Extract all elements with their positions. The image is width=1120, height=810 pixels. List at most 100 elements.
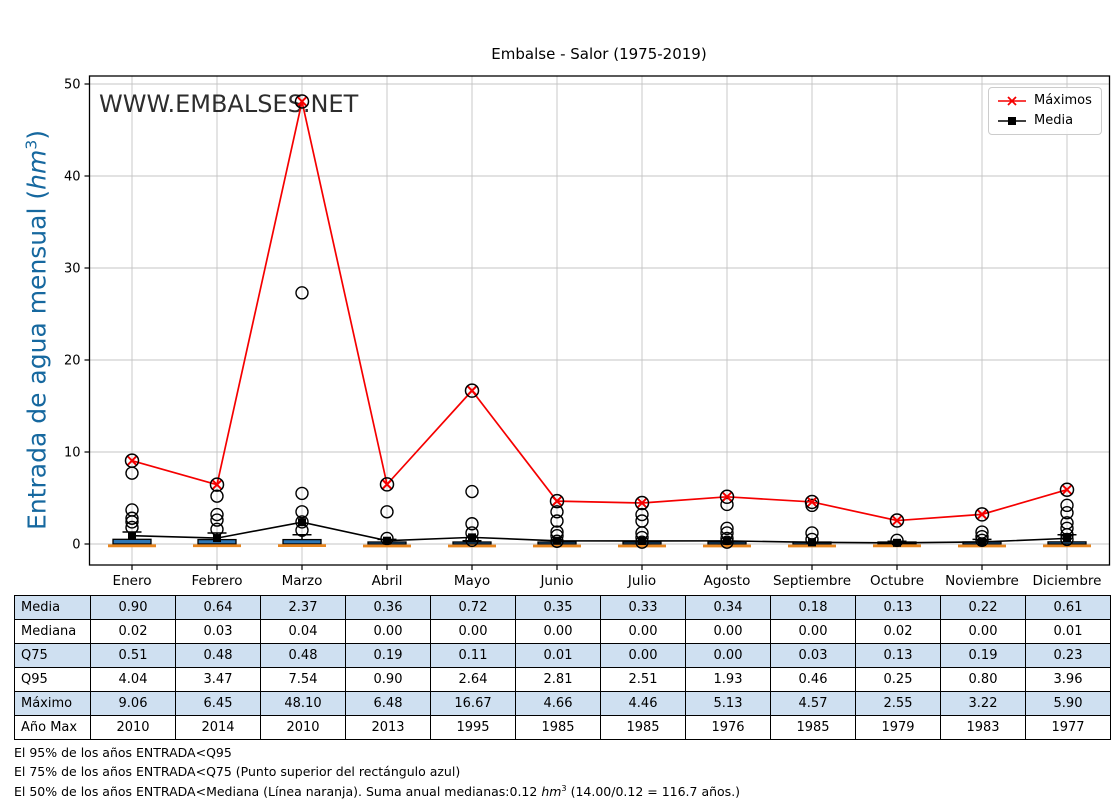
table-cell: 0.00	[600, 643, 686, 668]
table-cell: 4.57	[770, 691, 856, 716]
table-cell: 16.67	[430, 691, 516, 716]
table-cell: 0.90	[90, 595, 176, 620]
maximos-marker-circle	[634, 495, 650, 511]
table-cell: 0.72	[430, 595, 516, 620]
y-tick-label: 50	[64, 78, 81, 93]
outlier-point	[210, 507, 224, 522]
table-cell: 9.06	[90, 691, 176, 716]
outlier-point	[465, 517, 479, 531]
footnote-mediana-tail: (14.00/0.12 = 116.7 años.)	[566, 784, 741, 800]
footnote-mediana-text: El 50% de los años ENTRADA<Mediana (Líne…	[14, 784, 542, 800]
media-marker	[213, 534, 221, 543]
table-cell: 0.48	[260, 643, 346, 668]
table-cell: 0.13	[855, 595, 941, 620]
table-cell: 0.00	[515, 619, 601, 644]
outlier-point	[125, 511, 139, 525]
footnote-mediana: El 50% de los años ENTRADA<Mediana (Líne…	[14, 783, 740, 799]
outlier-point	[1060, 498, 1074, 513]
maximos-marker-circle	[719, 489, 735, 505]
table-cell: 2.37	[260, 595, 346, 620]
table-cell: 0.00	[940, 619, 1026, 644]
outlier-point	[295, 486, 309, 501]
row-header: Máximo	[14, 691, 91, 716]
media-marker	[383, 536, 391, 545]
maximos-marker-circle	[804, 494, 820, 510]
maximos-marker-circle	[294, 94, 310, 109]
maximos-marker	[126, 455, 138, 466]
x-tick-label: Diciembre	[1033, 573, 1102, 589]
table-cell: 5.90	[1025, 691, 1111, 716]
maximos-marker-circle	[549, 493, 565, 509]
maximos-marker	[721, 491, 733, 503]
outlier-point	[295, 515, 309, 529]
table-cell: 5.13	[685, 691, 771, 716]
table-cell: 2013	[345, 715, 431, 740]
table-cell: 2.51	[600, 667, 686, 692]
footnote-unit-exponent: 3	[561, 783, 567, 793]
table-cell: 2.55	[855, 691, 941, 716]
maximos-marker	[466, 385, 478, 396]
table-cell: 1985	[600, 715, 686, 740]
y-axis-unit: hm	[22, 149, 52, 190]
outlier-point	[210, 489, 224, 503]
table-row: Máximo 9.06 6.45 48.10 6.48 16.67 4.66 4.46 5.13…	[14, 691, 1111, 716]
table-cell: 2014	[175, 715, 261, 740]
table-cell: 1995	[430, 715, 516, 740]
maximos-marker-circle	[974, 507, 990, 522]
y-axis-label: Entrada de agua mensual (hm3)	[22, 130, 51, 530]
y-tick-label: 40	[64, 170, 81, 185]
maximos-line	[131, 101, 1068, 522]
media-marker	[638, 536, 646, 545]
maximos-marker	[1061, 484, 1073, 495]
media-marker	[298, 518, 306, 527]
legend-label-maximos: Máximos	[1034, 93, 1092, 108]
table-cell: 48.10	[260, 691, 346, 716]
maximos-marker-icon	[998, 96, 1026, 106]
plot-frame	[88, 75, 1111, 566]
table-cell: 0.19	[345, 643, 431, 668]
table-cell: 0.36	[345, 595, 431, 620]
table-cell: 2.81	[515, 667, 601, 692]
outlier-point	[465, 484, 479, 499]
outlier-point	[125, 515, 139, 529]
table-cell: 0.01	[515, 643, 601, 668]
maximos-marker-circle	[209, 477, 225, 492]
table-cell: 0.19	[940, 643, 1026, 668]
y-tick-label: 30	[64, 262, 81, 277]
table-cell: 0.11	[430, 643, 516, 668]
media-marker	[468, 533, 476, 542]
y-axis-unit-exponent: 3	[22, 139, 41, 150]
table-cell: 4.46	[600, 691, 686, 716]
table-cell: 0.03	[175, 619, 261, 644]
media-marker	[128, 531, 136, 540]
y-tick-label: 0	[72, 538, 80, 553]
table-cell: 0.00	[600, 619, 686, 644]
table-cell: 7.54	[260, 667, 346, 692]
table-cell: 0.02	[855, 619, 941, 644]
y-axis-label-close: )	[22, 130, 52, 140]
x-tick-label: Marzo	[282, 573, 323, 589]
table-cell: 1983	[940, 715, 1026, 740]
table-cell: 0.03	[770, 643, 856, 668]
table-cell: 0.90	[345, 667, 431, 692]
outlier-point	[975, 533, 989, 548]
outlier-point	[1060, 506, 1074, 520]
table-cell: 0.18	[770, 595, 856, 620]
maximos-marker	[806, 496, 818, 508]
table-cell: 0.64	[175, 595, 261, 620]
y-axis-label-text: Entrada de agua mensual (	[22, 189, 52, 530]
chart-plot: 0 10 20 30 40 50 Enero Febrero Marzo Abril Mayo Jun…	[64, 75, 1111, 589]
table-cell: 0.61	[1025, 595, 1111, 620]
outlier-point	[1060, 521, 1074, 536]
table-cell: 2010	[90, 715, 176, 740]
table-cell: 0.02	[90, 619, 176, 644]
table-cell: 0.00	[430, 619, 516, 644]
x-tick-label: Julio	[627, 573, 656, 589]
maximos-marker	[211, 479, 223, 490]
table-cell: 1977	[1025, 715, 1111, 740]
iqr-box	[452, 541, 492, 545]
table-cell: 0.35	[515, 595, 601, 620]
table-cell: 0.00	[685, 643, 771, 668]
table-row: Año Max 2010 2014 2010 2013 1995 1985 1985 1976 1…	[14, 715, 1111, 740]
table-cell: 0.13	[855, 643, 941, 668]
